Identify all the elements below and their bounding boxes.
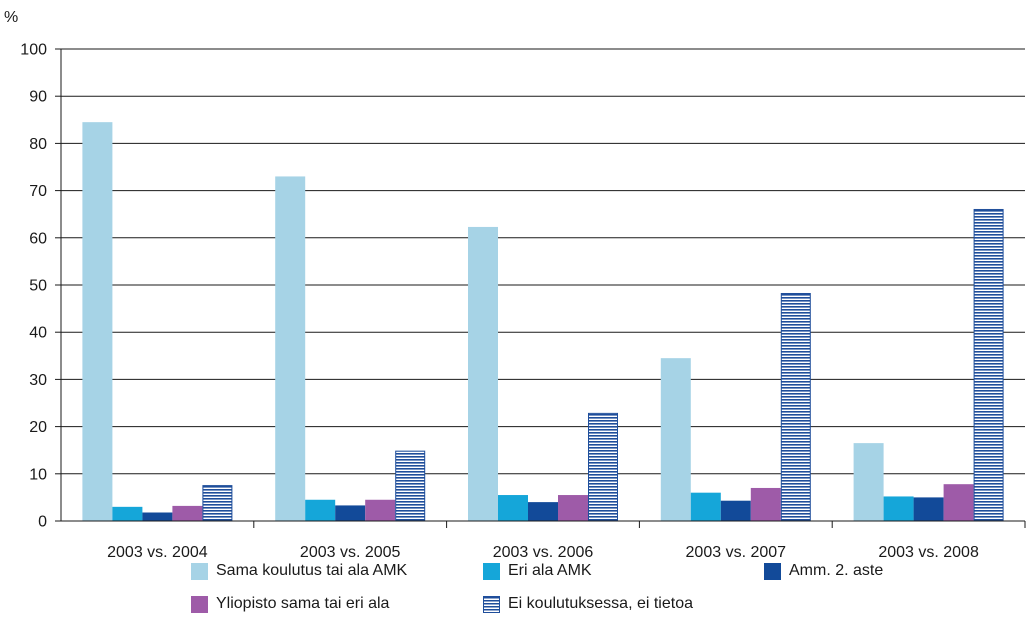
bars (82, 122, 1004, 522)
bar-1 (468, 226, 498, 521)
bar-3 (142, 512, 173, 521)
bar-4 (172, 505, 203, 521)
bar-2 (690, 492, 721, 521)
bar-3 (720, 500, 751, 521)
bar-5 (395, 450, 426, 522)
y-tick-label: 30 (29, 372, 47, 389)
bar-4 (558, 495, 588, 521)
bar-2 (112, 506, 143, 521)
axes: 0 10 20 30 40 50 60 70 80 90 100 2003 vs. 2004 2003 … (20, 42, 1026, 561)
bar-5 (780, 292, 811, 522)
bar-4 (943, 484, 974, 521)
y-tick-label: 50 (29, 278, 47, 295)
bar-1 (275, 176, 306, 521)
y-axis-label: % (4, 9, 18, 26)
y-tick-label: 10 (29, 466, 47, 483)
bar-1 (660, 358, 691, 521)
gridlines (61, 48, 1025, 475)
bar-3 (528, 502, 558, 521)
bar-4 (365, 499, 396, 521)
y-tick-label: 0 (38, 514, 47, 531)
bar-1 (82, 122, 113, 521)
y-tick-label: 40 (29, 325, 47, 342)
x-tick-label: 2003 vs. 2007 (686, 544, 787, 561)
bar-2 (883, 496, 914, 521)
bar-5 (973, 208, 1004, 522)
x-tick-label: 2003 vs. 2005 (300, 544, 401, 561)
y-tick-label: 60 (29, 230, 47, 247)
y-tick-label: 20 (29, 419, 47, 436)
x-tick-label: 2003 vs. 2006 (493, 544, 594, 561)
y-tick-label: 80 (29, 136, 47, 153)
bar-3 (335, 505, 366, 521)
bar-5 (202, 485, 233, 522)
bar-1 (853, 443, 884, 521)
y-tick-label: 100 (20, 42, 47, 59)
bar-5 (588, 412, 618, 522)
bar-3 (913, 497, 944, 521)
bar-4 (750, 487, 781, 521)
bar-2 (498, 495, 528, 521)
x-tick-label: 2003 vs. 2008 (878, 544, 979, 561)
x-tick-label: 2003 vs. 2004 (107, 544, 208, 561)
bar-2 (305, 499, 336, 521)
y-tick-label: 90 (29, 89, 47, 106)
y-tick-label: 70 (29, 183, 47, 200)
